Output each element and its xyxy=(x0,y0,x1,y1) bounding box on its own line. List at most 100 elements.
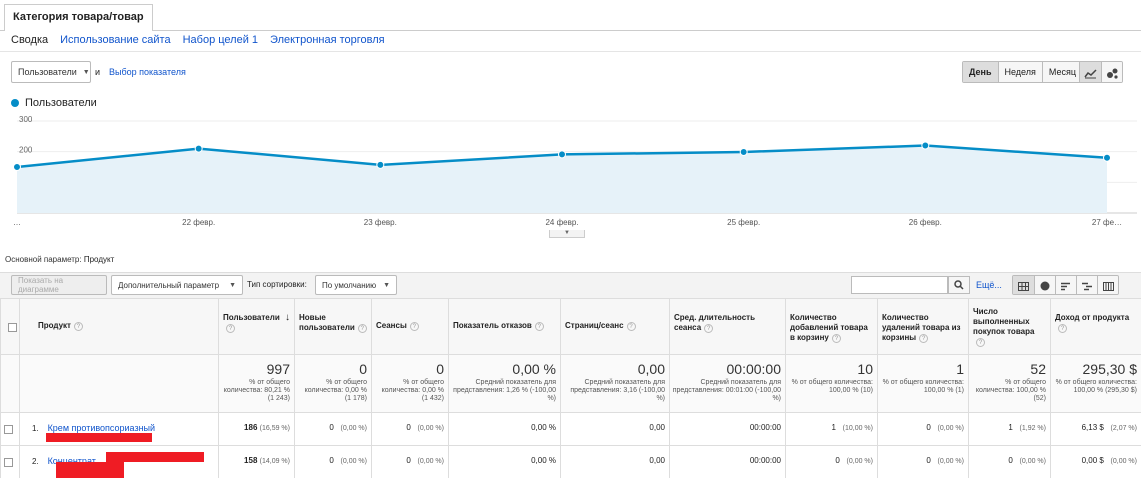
subtab-goal-set[interactable]: Набор целей 1 xyxy=(182,34,259,46)
data-point xyxy=(1103,153,1111,162)
add-to-cart-cell: 1 (10,00 %) xyxy=(785,412,878,446)
select-metric-link[interactable]: Выбор показателя xyxy=(109,67,186,77)
help-icon[interactable]: ? xyxy=(73,322,83,331)
total-users: 997% от общего количества: 80,21 % (1 24… xyxy=(218,354,295,413)
sort-type-select[interactable]: По умолчанию ▼ xyxy=(315,275,397,295)
total-bounce-rate: 0,00 % Средний показатель для представлен… xyxy=(448,354,561,413)
total-revenue: 295,30 $% от общего количества: 100,00 %… xyxy=(1050,354,1141,413)
chart-collapse-handle[interactable]: ▼ xyxy=(549,230,585,238)
help-icon[interactable]: ? xyxy=(704,324,714,333)
comparison-view-icon[interactable] xyxy=(1076,276,1097,294)
period-day-button[interactable]: День xyxy=(963,62,998,82)
subtab-ecommerce[interactable]: Электронная торговля xyxy=(270,34,385,46)
series-area xyxy=(17,145,1107,213)
totals-row: 997% от общего количества: 80,21 % (1 24… xyxy=(0,354,1141,413)
redaction-mark xyxy=(46,433,152,442)
sort-down-arrow-icon: ↓ xyxy=(285,312,290,323)
row-select-cell xyxy=(0,412,20,446)
duration-cell: 00:00:00 xyxy=(669,445,786,478)
help-icon[interactable]: ? xyxy=(534,322,544,331)
sort-type-label: Тип сортировки: xyxy=(247,280,307,289)
total-remove-from-cart: 1% от общего количества: 100,00 % (1) xyxy=(877,354,969,413)
and-label: и xyxy=(95,67,101,77)
explorer-subtabs: Сводка Использование сайта Набор целей 1… xyxy=(11,34,385,46)
col-add-to-cart-header[interactable]: Количество добавлений товара в корзину? xyxy=(785,298,878,355)
redaction-mark xyxy=(106,452,204,462)
col-product-header[interactable]: Продукт? xyxy=(19,298,219,355)
product-table: Продукт? Пользователи ↓? Новые пользоват… xyxy=(0,298,1141,478)
col-pages-header[interactable]: Страниц/сеанс? xyxy=(560,298,670,355)
table-view-icon[interactable] xyxy=(1013,276,1034,294)
metric-select[interactable]: Пользователи ▼ xyxy=(11,61,91,83)
secondary-dimension-label: Дополнительный параметр xyxy=(118,280,220,290)
totals-cell xyxy=(0,354,20,413)
primary-dimension-label: Основной параметр: xyxy=(5,255,82,264)
legend-dot-icon xyxy=(11,99,19,107)
total-pages-per-session: 0,00 Средний показатель для представления… xyxy=(560,354,670,413)
product-link[interactable]: Крем противопсориазный xyxy=(47,423,156,433)
view-buttons xyxy=(1012,275,1119,295)
subtab-site-usage[interactable]: Использование сайта xyxy=(60,34,171,46)
purchases-cell: 0 (0,00 %) xyxy=(968,445,1051,478)
data-point xyxy=(376,160,385,169)
col-revenue-header[interactable]: Доход от продукта? xyxy=(1050,298,1141,355)
remove-from-cart-cell: 0 (0,00 %) xyxy=(877,445,969,478)
x-tick-label: 23 февр. xyxy=(364,218,397,227)
row-checkbox[interactable] xyxy=(4,458,13,467)
help-icon[interactable]: ? xyxy=(919,334,929,343)
period-buttons: День Неделя Месяц xyxy=(962,61,1084,83)
help-icon[interactable]: ? xyxy=(831,334,841,343)
tab-product-category[interactable]: Категория товара/товар xyxy=(4,4,153,31)
help-icon[interactable]: ? xyxy=(626,322,636,331)
primary-dimension-value[interactable]: Продукт xyxy=(83,255,115,264)
data-point xyxy=(739,147,748,156)
col-bounce-header[interactable]: Показатель отказов? xyxy=(448,298,561,355)
col-users-header[interactable]: Пользователи ↓? xyxy=(218,298,295,355)
period-month-button[interactable]: Месяц xyxy=(1041,62,1083,82)
search-icon[interactable] xyxy=(948,276,970,294)
product-link[interactable]: Концентрат xyxy=(47,456,96,466)
x-tick-label: 22 февр. xyxy=(182,218,215,227)
redaction-mark xyxy=(56,462,124,478)
subtab-summary[interactable]: Сводка xyxy=(11,34,49,46)
total-add-to-cart: 10% от общего количества: 100,00 % (10) xyxy=(785,354,878,413)
sessions-cell: 0 (0,00 %) xyxy=(371,412,449,446)
add-to-cart-cell: 0 (0,00 %) xyxy=(785,445,878,478)
col-new-users-header[interactable]: Новые пользователи? xyxy=(294,298,372,355)
primary-dimension: Основной параметр: Продукт xyxy=(5,255,114,264)
metric-select-value: Пользователи xyxy=(18,67,77,77)
help-icon[interactable]: ? xyxy=(976,338,985,347)
row-checkbox[interactable] xyxy=(4,425,13,434)
col-duration-header[interactable]: Сред. длительность сеанса? xyxy=(669,298,786,355)
table-header-row: Продукт? Пользователи ↓? Новые пользоват… xyxy=(0,298,1141,355)
purchases-cell: 1 (1,92 %) xyxy=(968,412,1051,446)
secondary-dimension-select[interactable]: Дополнительный параметр ▼ xyxy=(111,275,243,295)
help-icon[interactable]: ? xyxy=(409,322,419,331)
subtabs-divider xyxy=(0,51,1141,52)
plot-rows-button[interactable]: Показать на диаграмме xyxy=(11,275,107,295)
period-week-button[interactable]: Неделя xyxy=(997,62,1042,82)
help-icon[interactable]: ? xyxy=(226,324,235,333)
table-row: 1. Крем противопсориазный 186 (16,59 %) … xyxy=(0,412,1141,446)
select-all-checkbox[interactable] xyxy=(8,323,17,332)
pie-view-icon[interactable] xyxy=(1034,276,1055,294)
more-link[interactable]: Ещё... xyxy=(976,280,1002,290)
col-remove-from-cart-header[interactable]: Количество удалений товара из корзины? xyxy=(877,298,969,355)
line-chart-icon[interactable] xyxy=(1080,62,1101,82)
remove-from-cart-cell: 0 (0,00 %) xyxy=(877,412,969,446)
data-point xyxy=(921,141,930,150)
total-purchases: 52% от общего количества: 100,00 % (52) xyxy=(968,354,1051,413)
motion-chart-icon[interactable] xyxy=(1101,62,1122,82)
help-icon[interactable]: ? xyxy=(357,324,367,333)
select-all-cell xyxy=(0,298,20,355)
help-icon[interactable]: ? xyxy=(1058,324,1067,333)
chevron-down-icon: ▼ xyxy=(383,281,390,289)
bar-view-icon[interactable] xyxy=(1055,276,1076,294)
col-sessions-header[interactable]: Сеансы? xyxy=(371,298,449,355)
x-tick-label: 26 февр. xyxy=(909,218,942,227)
sessions-cell: 0 (0,00 %) xyxy=(371,445,449,478)
new-users-cell: 0 (0,00 %) xyxy=(294,445,372,478)
table-search-input[interactable] xyxy=(851,276,948,294)
pivot-view-icon[interactable] xyxy=(1097,276,1118,294)
col-purchases-header[interactable]: Число выполненных покупок товара? xyxy=(968,298,1051,355)
